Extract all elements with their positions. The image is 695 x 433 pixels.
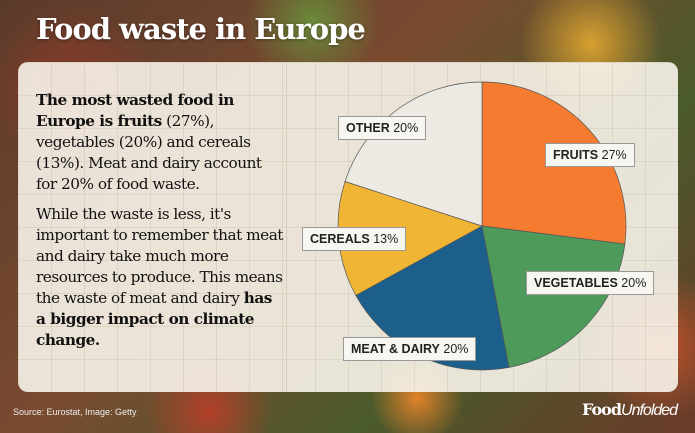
slice-name: OTHER <box>346 121 390 135</box>
slice-value: 27% <box>598 148 627 162</box>
page-title: Food waste in Europe <box>36 12 366 46</box>
slice-value: 13% <box>369 232 399 246</box>
paragraph-1: The most wasted food in Europe is fruits… <box>36 90 286 195</box>
paragraph-2: While the waste is less, it's important … <box>36 204 286 351</box>
slice-value: 20% <box>617 276 647 290</box>
slice-value: 20% <box>439 342 469 356</box>
bold-text: has a bigger impact on climate change. <box>36 289 272 349</box>
slice-name: FRUITS <box>553 148 599 162</box>
slice-label: CEREALS 13% <box>302 227 407 251</box>
source-credit: Source: Eurostat, Image: Getty <box>13 407 137 417</box>
slice-label: VEGETABLES 20% <box>526 271 655 295</box>
logo-bold: Food <box>582 400 622 419</box>
slice-name: CEREALS <box>310 232 370 246</box>
pie-slice-other <box>344 81 483 227</box>
slice-value: 20% <box>389 121 419 135</box>
logo: FoodUnfolded <box>582 400 678 420</box>
pie-slice-vegetables <box>481 225 626 368</box>
text: (27%), vegetables (20%) and cereals (13%… <box>36 112 262 193</box>
logo-italic: Unfolded <box>621 402 678 419</box>
slice-label: MEAT & DAIRY 20% <box>343 337 477 361</box>
slice-name: VEGETABLES <box>534 276 618 290</box>
divider <box>286 62 287 392</box>
text: While the waste is less, it's important … <box>36 205 283 307</box>
slice-label: OTHER 20% <box>338 116 427 140</box>
description: The most wasted food in Europe is fruits… <box>36 90 286 360</box>
bold-text: The most wasted food in Europe is fruits <box>36 91 234 130</box>
slice-name: MEAT & DAIRY <box>351 342 440 356</box>
slice-label: FRUITS 27% <box>545 143 635 167</box>
